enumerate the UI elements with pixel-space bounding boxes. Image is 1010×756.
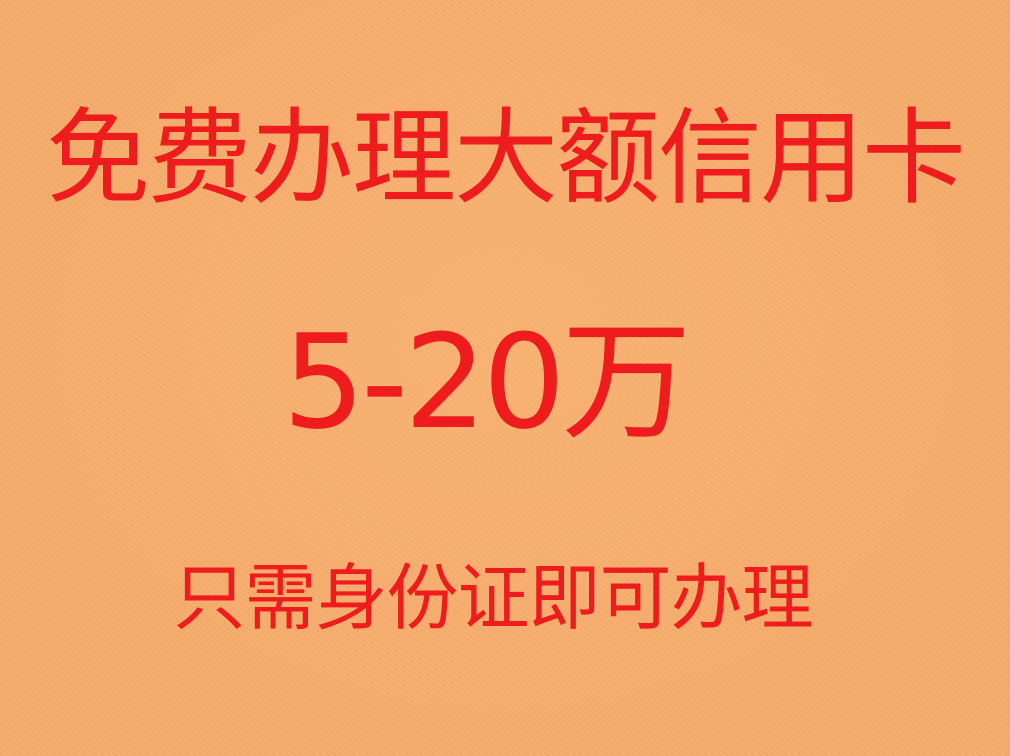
requirement-note: 只需身份证即可办理 — [173, 556, 813, 640]
headline: 免费办理大额信用卡 — [45, 97, 966, 219]
credit-amount: 5-20万 — [282, 306, 691, 458]
